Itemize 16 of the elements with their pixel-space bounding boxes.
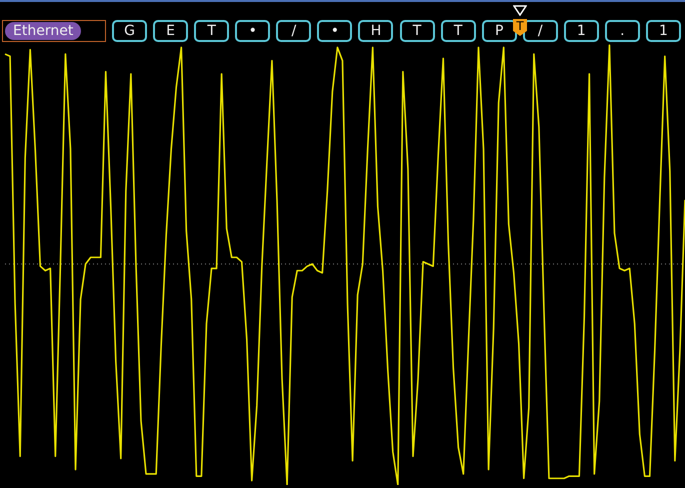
text: G [112,20,148,42]
text: E [153,20,188,42]
text: • [317,20,352,42]
text: T [440,20,476,42]
text: 1 [564,20,599,42]
text: / [522,20,558,42]
text: T [400,20,435,42]
text: P [482,20,517,42]
text: • [235,20,270,42]
text: Ethernet [5,22,82,40]
text: H [358,20,394,42]
text: T [194,20,230,42]
text: . [604,20,640,42]
text: / [276,20,312,42]
text: T [513,19,527,36]
text: 1 [646,20,681,42]
